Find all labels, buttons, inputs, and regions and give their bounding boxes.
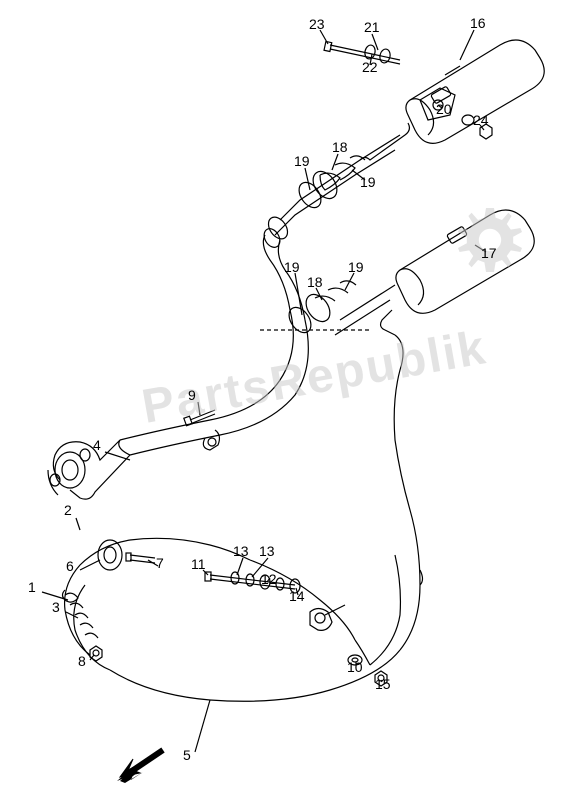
callout-3: 3	[52, 600, 60, 614]
callout-18: 18	[307, 275, 323, 289]
callout-19: 19	[360, 175, 376, 189]
direction-arrow-icon	[115, 745, 165, 785]
callout-20: 20	[436, 102, 452, 116]
callout-15: 15	[375, 677, 391, 691]
callout-19: 19	[294, 154, 310, 168]
callout-9: 9	[188, 388, 196, 402]
callout-19: 19	[284, 260, 300, 274]
callout-7: 7	[156, 556, 164, 570]
callout-4: 4	[93, 438, 101, 452]
callout-11: 11	[191, 557, 206, 571]
callout-13: 13	[259, 544, 275, 558]
exhaust-diagram: PartsRepublik 12345678910111213131415161…	[0, 0, 575, 800]
callout-12: 12	[261, 572, 277, 586]
callout-16: 16	[470, 16, 486, 30]
callout-5: 5	[183, 748, 191, 762]
callout-18: 18	[332, 140, 348, 154]
callout-22: 22	[362, 60, 378, 74]
callout-10: 10	[347, 660, 363, 674]
callout-21: 21	[364, 20, 380, 34]
callout-2: 2	[64, 503, 72, 517]
callout-13: 13	[233, 544, 249, 558]
callout-17: 17	[481, 246, 497, 260]
callout-23: 23	[309, 17, 325, 31]
callout-19: 19	[348, 260, 364, 274]
callout-24: 24	[473, 113, 489, 127]
callout-1: 1	[28, 580, 36, 594]
callout-14: 14	[289, 589, 305, 603]
callout-8: 8	[78, 654, 86, 668]
callout-6: 6	[66, 559, 74, 573]
